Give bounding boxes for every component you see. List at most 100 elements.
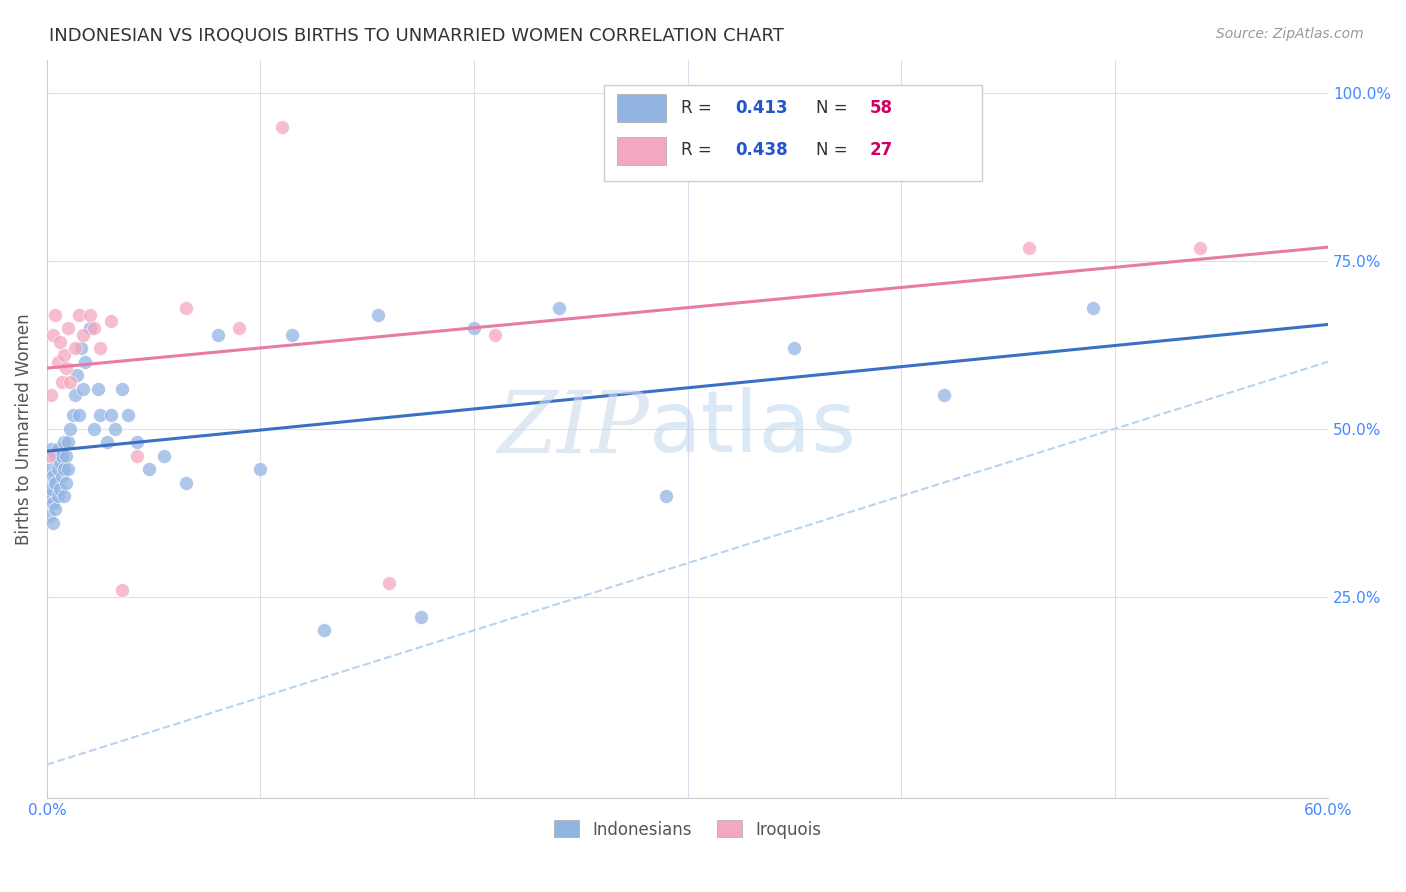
- Point: [79, 321, 101, 335]
- Point: [367, 308, 389, 322]
- Point: [281, 327, 304, 342]
- Point: [174, 301, 197, 315]
- Point: [409, 610, 432, 624]
- Point: [75, 355, 97, 369]
- Point: [932, 388, 955, 402]
- Point: [39, 388, 62, 402]
- Text: Source: ZipAtlas.com: Source: ZipAtlas.com: [1216, 27, 1364, 41]
- Point: [63, 388, 86, 402]
- Point: [39, 442, 62, 456]
- Text: 0.413: 0.413: [735, 99, 787, 117]
- Point: [249, 462, 271, 476]
- Point: [62, 409, 84, 423]
- Point: [783, 341, 806, 355]
- Point: [42, 496, 65, 510]
- Point: [55, 361, 77, 376]
- Point: [46, 442, 69, 456]
- Point: [52, 462, 75, 476]
- Point: [51, 375, 73, 389]
- Point: [548, 301, 571, 315]
- Point: [484, 327, 506, 342]
- Bar: [617, 95, 665, 122]
- Point: [117, 409, 139, 423]
- Point: [153, 449, 176, 463]
- Point: [58, 321, 80, 335]
- Point: [44, 308, 66, 322]
- Text: atlas: atlas: [650, 387, 858, 470]
- Point: [59, 375, 82, 389]
- Text: 58: 58: [869, 99, 893, 117]
- Point: [89, 409, 111, 423]
- Point: [270, 120, 292, 134]
- Point: [96, 435, 118, 450]
- Point: [51, 449, 73, 463]
- Point: [48, 483, 70, 497]
- Text: N =: N =: [815, 142, 852, 160]
- Point: [42, 516, 65, 530]
- Point: [48, 334, 70, 349]
- Point: [52, 489, 75, 503]
- Point: [100, 409, 122, 423]
- Point: [51, 468, 73, 483]
- Point: [44, 475, 66, 490]
- Point: [1083, 301, 1105, 315]
- Point: [87, 382, 110, 396]
- Point: [79, 308, 101, 322]
- Text: 27: 27: [869, 142, 893, 160]
- Point: [66, 368, 89, 383]
- Point: [67, 409, 90, 423]
- Point: [44, 449, 66, 463]
- Point: [38, 449, 60, 463]
- Point: [42, 468, 65, 483]
- Point: [67, 308, 90, 322]
- Point: [207, 327, 229, 342]
- Y-axis label: Births to Unmarried Women: Births to Unmarried Women: [15, 313, 32, 545]
- Point: [100, 314, 122, 328]
- Point: [42, 327, 65, 342]
- Text: N =: N =: [815, 99, 852, 117]
- Point: [1018, 241, 1040, 255]
- Point: [55, 449, 77, 463]
- Point: [72, 327, 94, 342]
- Text: 0.438: 0.438: [735, 142, 787, 160]
- Text: R =: R =: [681, 142, 717, 160]
- Legend: Indonesians, Iroquois: Indonesians, Iroquois: [547, 814, 828, 846]
- Text: R =: R =: [681, 99, 717, 117]
- Point: [48, 455, 70, 469]
- Point: [72, 382, 94, 396]
- Text: ZIP: ZIP: [498, 387, 650, 470]
- Point: [111, 382, 134, 396]
- Point: [38, 489, 60, 503]
- Point: [58, 435, 80, 450]
- Bar: [617, 137, 665, 165]
- Point: [38, 509, 60, 524]
- Point: [89, 341, 111, 355]
- Point: [1188, 241, 1211, 255]
- Point: [70, 341, 93, 355]
- Point: [46, 462, 69, 476]
- FancyBboxPatch shape: [605, 86, 983, 181]
- Point: [314, 624, 336, 638]
- Text: INDONESIAN VS IROQUOIS BIRTHS TO UNMARRIED WOMEN CORRELATION CHART: INDONESIAN VS IROQUOIS BIRTHS TO UNMARRI…: [49, 27, 785, 45]
- Point: [46, 489, 69, 503]
- Point: [63, 341, 86, 355]
- Point: [46, 355, 69, 369]
- Point: [228, 321, 250, 335]
- Point: [59, 422, 82, 436]
- Point: [55, 475, 77, 490]
- Point: [83, 321, 105, 335]
- Point: [463, 321, 485, 335]
- Point: [111, 582, 134, 597]
- Point: [174, 475, 197, 490]
- Point: [377, 576, 399, 591]
- Point: [39, 462, 62, 476]
- Point: [52, 348, 75, 362]
- Point: [104, 422, 127, 436]
- Point: [83, 422, 105, 436]
- Point: [39, 483, 62, 497]
- Point: [125, 435, 148, 450]
- Point: [655, 489, 678, 503]
- Point: [138, 462, 160, 476]
- Point: [52, 435, 75, 450]
- Point: [44, 502, 66, 516]
